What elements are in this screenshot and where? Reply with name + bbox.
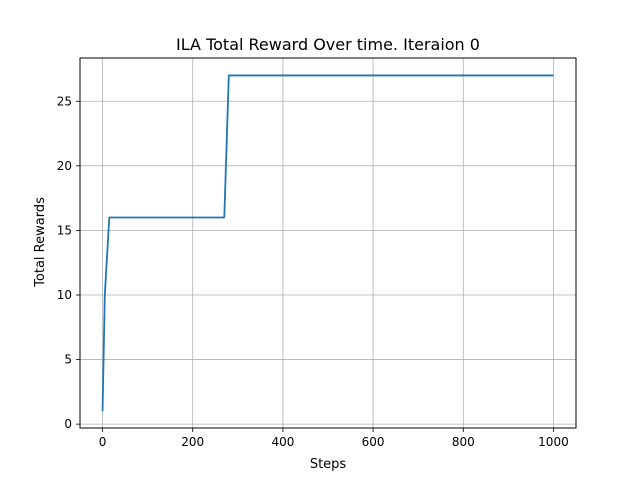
x-tick-label: 400 bbox=[271, 435, 294, 449]
x-axis-label: Steps bbox=[310, 457, 347, 472]
y-tick-label: 0 bbox=[64, 417, 72, 431]
x-tick-label: 200 bbox=[181, 435, 204, 449]
x-tick-label: 0 bbox=[99, 435, 107, 449]
chart-title: ILA Total Reward Over time. Iteraion 0 bbox=[176, 35, 480, 54]
series-line bbox=[101, 74, 554, 412]
plot-area-frame bbox=[79, 57, 577, 429]
grid-lines bbox=[80, 58, 576, 428]
y-tick-label: 25 bbox=[57, 94, 72, 108]
y-tick-label: 5 bbox=[64, 353, 72, 367]
y-tick-label: 20 bbox=[57, 159, 72, 173]
y-tick-label: 10 bbox=[57, 288, 72, 302]
y-tick-label: 15 bbox=[57, 223, 72, 237]
axis-ticks: 0 200 400 600 800 1000 0 5 10 15 20 25 bbox=[57, 94, 569, 449]
x-tick-label: 1000 bbox=[538, 435, 569, 449]
y-axis-label: Total Rewards bbox=[33, 197, 48, 288]
x-tick-label: 600 bbox=[362, 435, 385, 449]
series-layer bbox=[101, 74, 554, 412]
x-tick-label: 800 bbox=[452, 435, 475, 449]
